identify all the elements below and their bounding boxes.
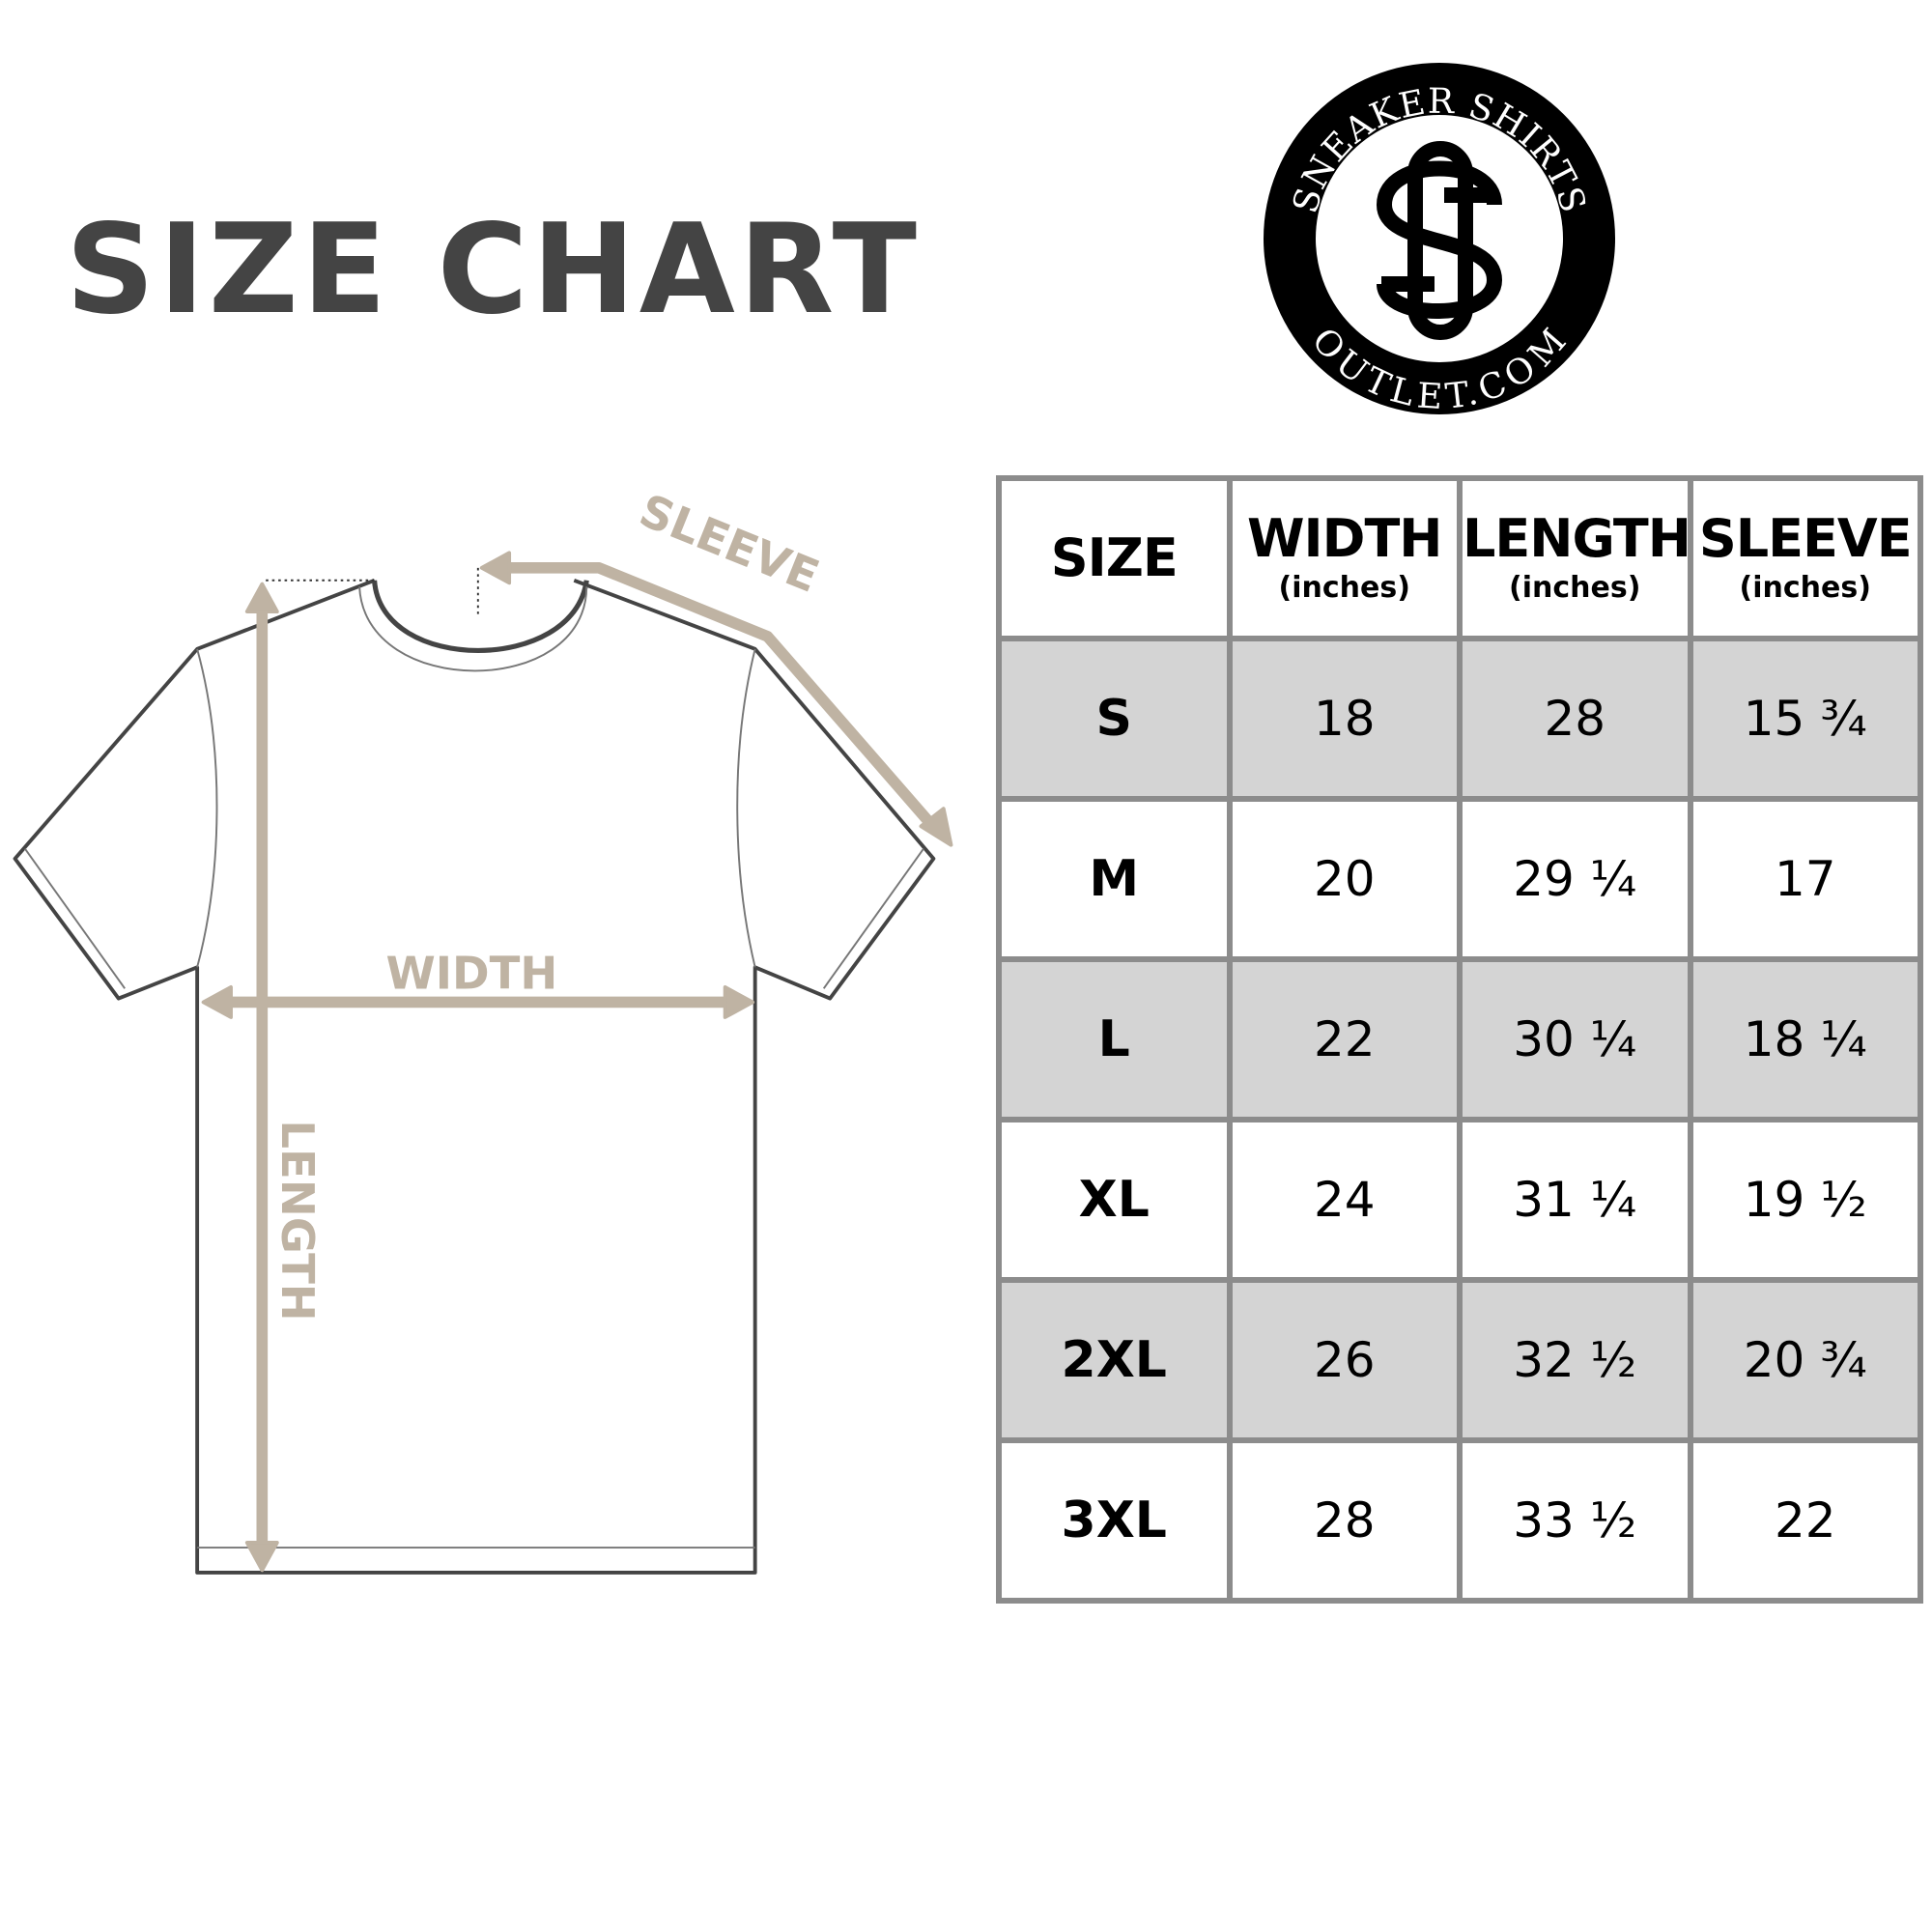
table-row: 3XL 28 33 ½ 22 xyxy=(996,1437,1923,1604)
sleeve-cell: 17 xyxy=(1687,796,1923,962)
width-cell: 20 xyxy=(1226,796,1463,962)
length-cell: 33 ½ xyxy=(1457,1437,1693,1604)
measurement-arrows xyxy=(201,551,953,1573)
tshirt-seams xyxy=(24,586,924,1549)
length-arrow-head-top xyxy=(244,582,279,614)
width-label: WIDTH xyxy=(385,947,557,999)
width-cell: 24 xyxy=(1226,1117,1463,1283)
sleeve-cell: 22 xyxy=(1687,1437,1923,1604)
size-cell: 3XL xyxy=(996,1437,1233,1604)
tshirt-outline xyxy=(13,578,936,1575)
table-row: L 22 30 ¼ 18 ¼ xyxy=(996,956,1923,1122)
page-title: SIZE CHART xyxy=(66,198,921,342)
logo-monogram xyxy=(1376,141,1503,340)
length-cell: 29 ¼ xyxy=(1457,796,1693,962)
sleeve-cell: 18 ¼ xyxy=(1687,956,1923,1122)
width-cell: 28 xyxy=(1226,1437,1463,1604)
length-cell: 28 xyxy=(1457,636,1693,802)
header-sleeve: SLEEVE (inches) xyxy=(1687,475,1923,641)
table-row: XL 24 31 ¼ 19 ½ xyxy=(996,1117,1923,1283)
header-size: SIZE xyxy=(996,475,1233,641)
table-row: M 20 29 ¼ 17 xyxy=(996,796,1923,962)
sleeve-cell: 15 ¾ xyxy=(1687,636,1923,802)
length-arrow-head-bottom xyxy=(244,1540,279,1573)
size-cell: L xyxy=(996,956,1233,1122)
width-cell: 26 xyxy=(1226,1277,1463,1443)
sleeve-cell: 19 ½ xyxy=(1687,1117,1923,1283)
size-cell: 2XL xyxy=(996,1277,1233,1443)
size-table: SIZE WIDTH (inches) LENGTH (inches) SLEEVE… xyxy=(996,475,1923,1604)
sleeve-arrow xyxy=(493,562,942,836)
width-cell: 22 xyxy=(1226,956,1463,1122)
sleeve-cell: 20 ¾ xyxy=(1687,1277,1923,1443)
size-cell: M xyxy=(996,796,1233,962)
table-row: S 18 28 15 ¾ xyxy=(996,636,1923,802)
size-cell: XL xyxy=(996,1117,1233,1283)
table-row: 2XL 26 32 ½ 20 ¾ xyxy=(996,1277,1923,1443)
table-header-row: SIZE WIDTH (inches) LENGTH (inches) SLEEVE… xyxy=(996,475,1923,641)
guide-lines xyxy=(266,567,479,614)
length-cell: 31 ¼ xyxy=(1457,1117,1693,1283)
size-cell: S xyxy=(996,636,1233,802)
header-width: WIDTH (inches) xyxy=(1226,475,1463,641)
header-length: LENGTH (inches) xyxy=(1457,475,1693,641)
length-label: LENGTH xyxy=(271,1120,324,1321)
sneaker-shirts-outlet-logo: SNEAKER SHIRTS OUTLET.COM xyxy=(1264,63,1615,417)
length-cell: 30 ¼ xyxy=(1457,956,1693,1122)
sleeve-label: SLEEVE xyxy=(633,484,826,603)
length-cell: 32 ½ xyxy=(1457,1277,1693,1443)
width-cell: 18 xyxy=(1226,636,1463,802)
